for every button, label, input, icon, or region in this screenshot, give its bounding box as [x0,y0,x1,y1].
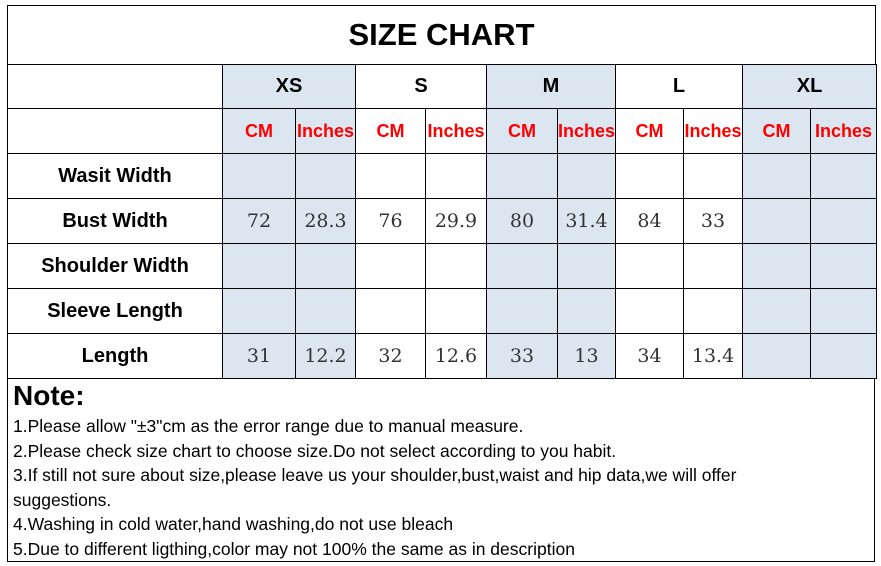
unit-inches: Inches [810,108,878,154]
value-cell [742,333,812,379]
value-cell: 31.4 [556,198,617,244]
value-cell [615,288,685,334]
value-cell: 29.9 [425,198,487,244]
unit-inches: Inches [425,108,487,154]
size-xl: XL [742,64,878,109]
value-cell [556,243,617,289]
value-cell [222,288,296,334]
table-row: Wasit Width [7,153,878,199]
size-table: XS S M L XL CM Inches CM Inches CM Inches CM In… [7,64,878,379]
value-cell [810,243,878,289]
value-cell: 84 [615,198,685,244]
value-cell [742,198,812,244]
value-cell: 33 [683,198,744,244]
value-cell: 31 [222,333,296,379]
value-cell [556,153,617,199]
note-line: 1.Please allow "±3"cm as the error range… [13,416,524,436]
size-m: M [485,64,617,109]
unit-inches: Inches [556,108,617,154]
unit-cm: CM [742,108,812,154]
value-cell [425,153,487,199]
value-cell [222,153,296,199]
value-cell [425,243,487,289]
value-cell [486,243,558,289]
value-cell [615,243,685,289]
value-cell [222,243,296,289]
size-l: L [615,64,744,109]
value-cell [810,198,878,244]
unit-cm: CM [615,108,685,154]
note-line: 2.Please check size chart to choose size… [13,440,617,461]
value-cell: 80 [486,198,558,244]
size-header-row: XS S M L XL [7,64,878,109]
row-label: Length [7,333,223,379]
row-label: Shoulder Width [7,243,223,289]
size-s: S [355,64,487,109]
row-label: Sleeve Length [7,288,223,334]
value-cell [355,288,426,334]
unit-cm: CM [355,108,426,154]
value-cell [486,288,558,334]
value-cell: 32 [355,333,426,379]
value-cell [615,153,685,199]
value-cell: 28.3 [295,198,356,244]
value-cell: 72 [222,198,296,244]
value-cell: 12.2 [295,333,356,379]
note-line: 3.If still not sure about size,please le… [13,465,737,510]
row-label: Bust Width [7,198,223,244]
row-label: Wasit Width [7,153,223,199]
value-cell [742,153,812,199]
table-row: Length 31 12.2 32 12.6 33 13 34 13.4 [7,333,878,379]
value-cell: 34 [615,333,685,379]
value-cell [355,153,426,199]
corner-cell [7,64,223,109]
value-cell [425,288,487,334]
value-cell [683,153,744,199]
unit-cm: CM [486,108,558,154]
size-xs: XS [222,64,356,109]
value-cell: 12.6 [425,333,487,379]
value-cell [810,288,878,334]
value-cell [742,243,812,289]
value-cell [742,288,812,334]
value-cell [810,333,878,379]
chart-title: SIZE CHART [7,5,876,64]
value-cell [810,153,878,199]
unit-header-row: CM Inches CM Inches CM Inches CM Inches CM Inches [7,108,878,154]
notes-section: Note: 1.Please allow "±3"cm as the error… [7,378,875,562]
table-row: Bust Width 72 28.3 76 29.9 80 31.4 84 33 [7,198,878,244]
value-cell: 33 [486,333,558,379]
value-cell [486,153,558,199]
note-line: 4.Washing in cold water,hand washing,do … [13,514,454,534]
unit-inches: Inches [295,108,356,154]
value-cell [295,288,356,334]
size-chart: SIZE CHART XS S M L XL CM Inches CM Inches C… [7,5,878,379]
notes-heading: Note: [13,380,85,411]
table-row: Shoulder Width [7,243,878,289]
value-cell [295,153,356,199]
value-cell [683,288,744,334]
unit-cm: CM [222,108,296,154]
value-cell: 13.4 [683,333,744,379]
value-cell [683,243,744,289]
note-line: 5.Due to different ligthing,color may no… [13,538,575,559]
value-cell [556,288,617,334]
value-cell [355,243,426,289]
value-cell [295,243,356,289]
corner-cell [7,108,223,154]
unit-inches: Inches [683,108,744,154]
table-row: Sleeve Length [7,288,878,334]
value-cell: 13 [556,333,617,379]
value-cell: 76 [355,198,426,244]
